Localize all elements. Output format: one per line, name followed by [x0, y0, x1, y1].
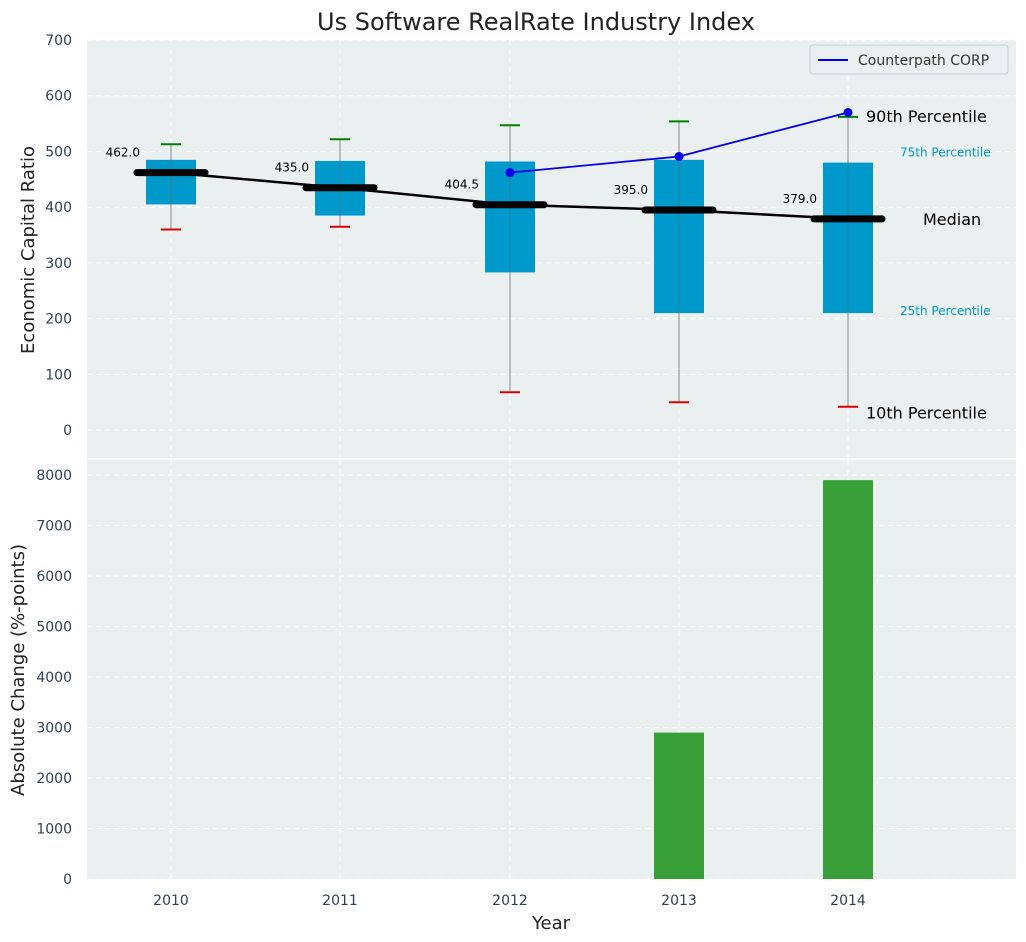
- bar-group: [654, 480, 873, 879]
- percentile-annotations: 90th Percentile 75th Percentile Median 25th…: [866, 107, 991, 423]
- median-value-label-2012: 404.5: [445, 178, 479, 192]
- bottom-y-tick-labels: 0 1000 2000 3000 4000 5000 6000 7000 8000: [36, 468, 72, 888]
- bottom-y-tick-label: 3000: [36, 721, 72, 737]
- top-y-tick-label: 500: [45, 144, 72, 160]
- median-value-label-2011: 435.0: [275, 161, 309, 175]
- annotation-10th-percentile: 10th Percentile: [866, 404, 987, 423]
- annotation-median: Median: [923, 210, 981, 229]
- legend-label-counterpath: Counterpath CORP: [858, 53, 989, 69]
- top-y-tick-label: 700: [45, 33, 72, 49]
- top-y-tick-label: 200: [45, 312, 72, 328]
- bottom-panel-background: [87, 460, 1016, 879]
- box-plot-group: 462.0 435.0 404.5 395.0 379.0: [106, 107, 886, 408]
- bottom-y-tick-label: 6000: [36, 569, 72, 585]
- median-value-label-2014: 379.0: [783, 192, 817, 206]
- top-y-tick-label: 400: [45, 200, 72, 216]
- bottom-y-tick-label: 2000: [36, 771, 72, 787]
- company-point-2014: [843, 107, 853, 117]
- x-tick-label: 2013: [661, 893, 697, 909]
- company-point-2013: [674, 151, 684, 161]
- annotation-75th-percentile: 75th Percentile: [900, 146, 991, 160]
- median-value-label-2010: 462.0: [106, 146, 140, 160]
- bottom-y-tick-label: 5000: [36, 620, 72, 636]
- top-y-axis-label: Economic Capital Ratio: [18, 146, 39, 354]
- x-tick-label: 2011: [322, 893, 358, 909]
- legend: Counterpath CORP: [809, 44, 1009, 75]
- x-tick-label: 2012: [492, 893, 528, 909]
- x-tick-label: 2014: [830, 893, 866, 909]
- annotation-25th-percentile: 25th Percentile: [900, 304, 991, 318]
- chart-title: Us Software RealRate Industry Index: [317, 8, 755, 36]
- bottom-y-tick-label: 7000: [36, 519, 72, 535]
- median-value-label-2013: 395.0: [614, 183, 648, 197]
- bottom-y-tick-label: 1000: [36, 822, 72, 838]
- annotation-90th-percentile: 90th Percentile: [866, 107, 987, 126]
- top-y-tick-labels: 0 100 200 300 400 500 600 700: [45, 33, 72, 439]
- top-panel-background: [87, 40, 1016, 458]
- top-y-tick-label: 600: [45, 89, 72, 105]
- bottom-y-tick-label: 0: [63, 872, 72, 888]
- top-y-tick-label: 300: [45, 256, 72, 272]
- bar-2013: [654, 732, 704, 879]
- top-y-tick-label: 0: [63, 423, 72, 439]
- x-tick-labels: 2010 2011 2012 2013 2014: [153, 893, 866, 909]
- top-y-tick-label: 100: [45, 367, 72, 383]
- x-axis-label: Year: [531, 913, 571, 934]
- bottom-y-tick-label: 4000: [36, 670, 72, 686]
- legend-frame: [809, 44, 1009, 75]
- x-tick-label: 2010: [153, 893, 189, 909]
- company-point-2012: [505, 168, 515, 178]
- bar-2014: [823, 480, 873, 879]
- bottom-y-tick-label: 8000: [36, 468, 72, 484]
- bottom-y-axis-label: Absolute Change (%-points): [8, 544, 29, 796]
